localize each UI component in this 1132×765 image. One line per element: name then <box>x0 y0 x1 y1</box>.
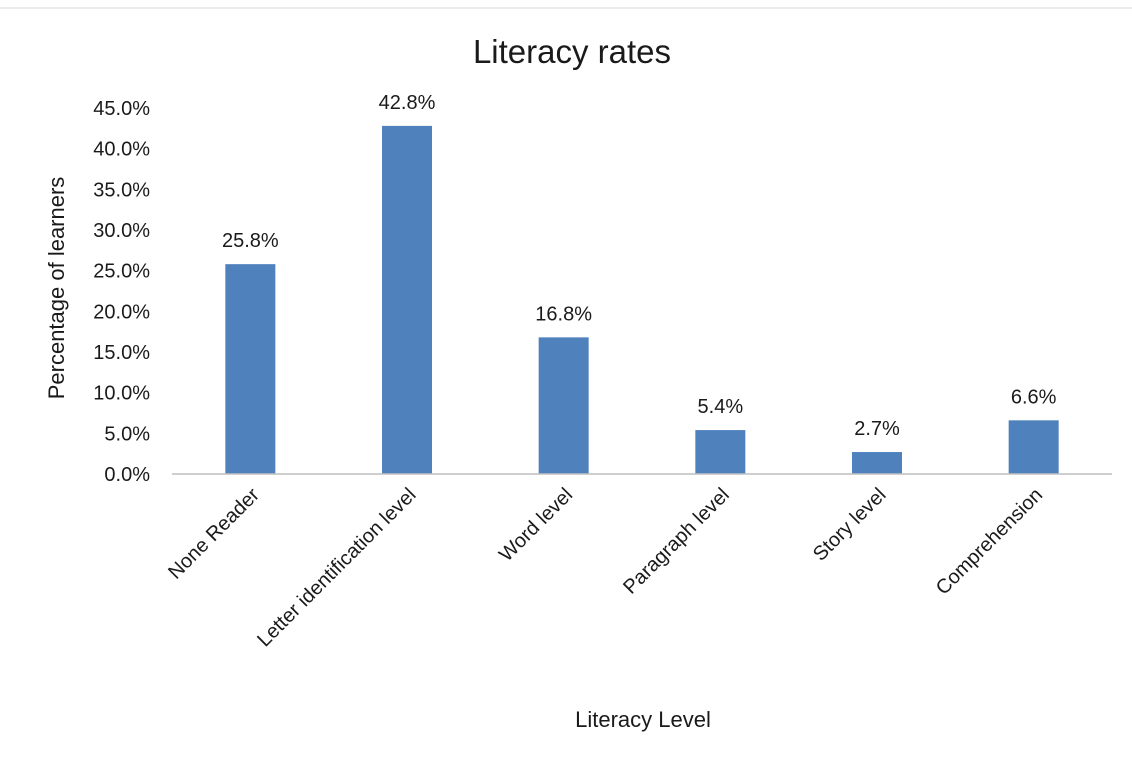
x-tick-label: None Reader <box>164 484 264 584</box>
x-tick-label: Letter identification level <box>253 484 420 651</box>
x-tick-label: Paragraph level <box>619 484 734 599</box>
y-axis-ticks: 0.0% 5.0% 10.0% 15.0% 20.0% 25.0% 30.0% 35.0% 40… <box>93 98 150 486</box>
bar-data-label: 6.6% <box>1011 386 1057 408</box>
bar <box>382 125 432 474</box>
x-tick-label: Comprehension <box>932 484 1047 599</box>
y-tick-label: 15.0% <box>93 342 150 364</box>
x-tick-label: Story level <box>809 484 891 566</box>
chart-title: Literacy rates <box>473 33 671 70</box>
bar <box>695 430 746 474</box>
y-tick-label: 20.0% <box>93 301 150 323</box>
y-tick-label: 45.0% <box>93 98 150 120</box>
bar <box>1008 420 1059 474</box>
bar-data-label: 5.4% <box>698 396 744 418</box>
bar-data-label: 42.8% <box>379 92 436 114</box>
y-axis-title: Percentage of learners <box>44 177 69 400</box>
data-labels-group: 25.8% 42.8% 16.8% 5.4% 2.7% 6.6% <box>222 92 1057 440</box>
bars-group <box>225 125 1059 474</box>
y-tick-label: 10.0% <box>93 383 150 405</box>
y-tick-label: 30.0% <box>93 220 150 242</box>
y-tick-label: 0.0% <box>104 464 150 486</box>
y-tick-label: 25.0% <box>93 261 150 283</box>
y-tick-label: 5.0% <box>104 423 150 445</box>
bar-data-label: 16.8% <box>535 303 592 325</box>
y-tick-label: 35.0% <box>93 179 150 201</box>
x-axis-title: Literacy Level <box>575 707 711 732</box>
y-tick-label: 40.0% <box>93 139 150 161</box>
bar <box>538 337 589 474</box>
bar <box>225 264 276 474</box>
bar <box>852 452 902 474</box>
bar-data-label: 2.7% <box>854 418 900 440</box>
bar-data-label: 25.8% <box>222 230 279 252</box>
x-tick-label: Word level <box>495 484 577 566</box>
